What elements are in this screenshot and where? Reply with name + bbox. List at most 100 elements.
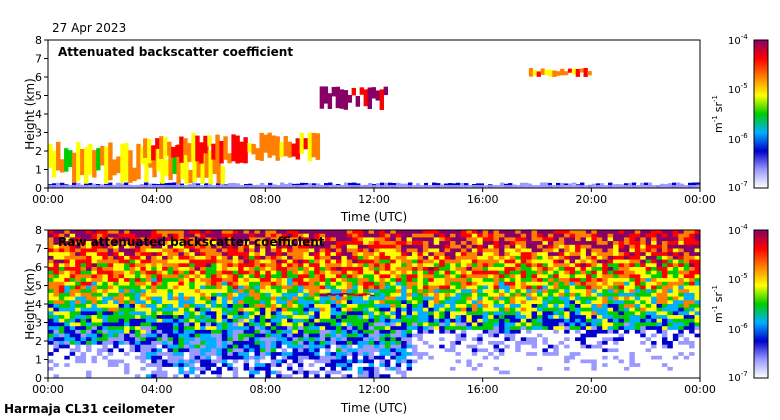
heatmap-cell	[683, 341, 690, 345]
heatmap-cell	[651, 318, 657, 323]
heatmap-cell	[156, 352, 163, 357]
heatmap-cell	[178, 296, 185, 301]
heatmap-cell	[281, 278, 288, 283]
heatmap-cell	[379, 300, 386, 305]
heatmap-cell	[520, 344, 527, 349]
heatmap-cell	[694, 259, 701, 264]
heatmap-cell	[167, 141, 172, 156]
heatmap-cell	[159, 136, 164, 159]
heatmap-cell	[531, 241, 538, 246]
heatmap-cell	[683, 292, 690, 297]
heatmap-cell	[331, 86, 337, 97]
heatmap-cell	[162, 230, 168, 234]
heatmap-cell	[645, 315, 652, 320]
heatmap-cell	[151, 244, 157, 249]
heatmap-cell	[346, 348, 353, 353]
heatmap-cell	[417, 281, 424, 286]
heatmap-cell	[189, 341, 195, 345]
heatmap-cell	[444, 326, 451, 331]
heatmap-cell	[656, 270, 663, 275]
heatmap-cell	[488, 322, 494, 327]
heatmap-cell	[422, 329, 429, 334]
heatmap-cell	[303, 248, 310, 253]
heatmap-cell	[482, 278, 489, 283]
heatmap-cell	[482, 333, 489, 338]
heatmap-cell	[172, 304, 179, 308]
heatmap-cell	[471, 311, 478, 316]
heatmap-cell	[91, 318, 98, 323]
heatmap-cell	[145, 352, 152, 357]
heatmap-cell	[406, 259, 413, 264]
heatmap-cell	[113, 252, 119, 257]
heatmap-cell	[75, 344, 81, 349]
heatmap-cell	[64, 281, 71, 286]
heatmap-cell	[488, 366, 494, 371]
heatmap-cell	[390, 281, 397, 286]
heatmap-cell	[623, 329, 630, 334]
heatmap-cell	[270, 285, 277, 290]
heatmap-cell	[509, 289, 516, 294]
heatmap-cell	[368, 230, 375, 234]
heatmap-cell	[585, 248, 592, 253]
heatmap-cell	[145, 300, 152, 305]
heatmap-cell	[227, 153, 232, 164]
heatmap-cell	[613, 315, 619, 320]
heatmap-cell	[471, 278, 478, 283]
heatmap-cell	[259, 289, 266, 294]
heatmap-cell	[667, 304, 674, 308]
heatmap-cell	[466, 366, 473, 371]
heatmap-cell	[569, 274, 576, 279]
heatmap-cell	[395, 329, 402, 334]
heatmap-cell	[118, 263, 125, 268]
heatmap-cell	[259, 296, 266, 301]
heatmap-cell	[243, 348, 250, 353]
heatmap-cell	[292, 233, 299, 238]
heatmap-cell	[579, 68, 584, 73]
heatmap-cell	[211, 278, 217, 283]
heatmap-cell	[194, 270, 201, 275]
heatmap-cell	[471, 255, 478, 260]
heatmap-cell	[526, 252, 532, 257]
heatmap-cell	[205, 333, 212, 338]
heatmap-cell	[254, 311, 261, 316]
heatmap-cell	[455, 267, 462, 271]
heatmap-cell	[661, 366, 668, 371]
heatmap-cell	[124, 337, 130, 342]
heatmap-cell	[401, 363, 407, 368]
heatmap-cell	[254, 363, 261, 368]
heatmap-cell	[243, 363, 250, 368]
heatmap-cell	[189, 244, 195, 249]
heatmap-cell	[504, 285, 511, 290]
heatmap-cell	[113, 355, 119, 360]
heatmap-cell	[493, 304, 500, 308]
heatmap-cell	[281, 281, 288, 286]
heatmap-cell	[395, 259, 402, 264]
heatmap-cell	[531, 366, 538, 371]
heatmap-cell	[618, 241, 625, 246]
heatmap-cell	[651, 267, 657, 271]
heatmap-cell	[346, 237, 353, 242]
heatmap-cell	[75, 348, 81, 353]
heatmap-cell	[205, 241, 212, 246]
heatmap-cell	[374, 270, 380, 275]
heatmap-cell	[308, 281, 315, 286]
heatmap-cell	[537, 311, 543, 316]
heatmap-cell	[211, 344, 217, 349]
heatmap-cell	[656, 344, 663, 349]
heatmap-cell	[363, 304, 369, 308]
heatmap-cell	[335, 270, 342, 275]
heatmap-cell	[216, 315, 223, 320]
heatmap-cell	[651, 352, 657, 357]
heatmap-cell	[498, 244, 505, 249]
heatmap-cell	[129, 329, 136, 334]
heatmap-cell	[395, 355, 402, 360]
heatmap-cell	[243, 333, 250, 338]
heatmap-cell	[553, 352, 560, 357]
heatmap-cell	[303, 252, 310, 257]
heatmap-cell	[596, 315, 603, 320]
heatmap-cell	[102, 248, 109, 253]
heatmap-cell	[694, 263, 701, 268]
heatmap-cell	[558, 329, 565, 334]
heatmap-cell	[292, 244, 299, 249]
heatmap-cell	[602, 363, 608, 368]
